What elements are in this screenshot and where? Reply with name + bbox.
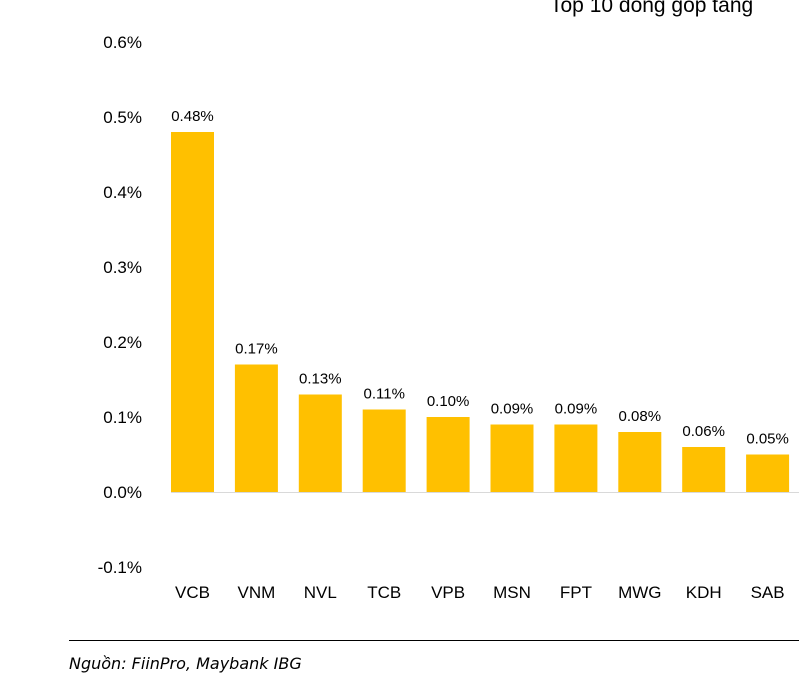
- bar-kdh: [682, 447, 726, 492]
- chart-title: Top 10 đóng góp tăng: [550, 0, 754, 17]
- y-tick-label: 0.1%: [103, 408, 142, 427]
- data-label: 0.17%: [235, 341, 278, 358]
- data-label: 0.48%: [171, 108, 214, 125]
- data-label: 0.05%: [746, 431, 789, 448]
- bar-tcb: [362, 409, 406, 492]
- data-label: 0.09%: [555, 401, 598, 418]
- x-category-label: FPT: [560, 583, 592, 602]
- source-note: Nguồn: FiinPro, Maybank IBG: [69, 654, 302, 673]
- bar-vpb: [426, 417, 470, 492]
- data-label: 0.13%: [299, 371, 342, 388]
- x-category-label: TCB: [367, 583, 401, 602]
- bar-vcb: [171, 132, 214, 492]
- x-category-label: MSN: [493, 583, 531, 602]
- x-category-label: KDH: [686, 583, 722, 602]
- y-tick-label: 0.6%: [103, 33, 142, 52]
- data-label: 0.08%: [619, 408, 662, 425]
- x-category-label: VNM: [238, 583, 276, 602]
- bar-sab: [746, 454, 790, 492]
- y-tick-label: -0.1%: [98, 558, 142, 577]
- data-label: 0.11%: [363, 386, 404, 403]
- bar-msn: [490, 424, 534, 492]
- y-tick-label: 0.2%: [103, 333, 142, 352]
- y-tick-label: 0.3%: [103, 258, 142, 277]
- bar-fpt: [554, 424, 598, 492]
- y-tick-label: 0.4%: [103, 183, 142, 202]
- y-tick-label: 0.0%: [103, 483, 142, 502]
- x-category-label: VPB: [431, 583, 465, 602]
- data-label: 0.09%: [491, 401, 534, 418]
- bar-chart: 0.6% 0.5% 0.4% 0.3% 0.2% 0.1% 0.0% -0.1% 0.48% VC…: [98, 33, 799, 602]
- x-category-label: NVL: [304, 583, 337, 602]
- x-category-label: MWG: [618, 583, 661, 602]
- y-tick-label: 0.5%: [103, 108, 142, 127]
- x-category-label: SAB: [751, 583, 785, 602]
- data-label: 0.06%: [682, 423, 725, 440]
- bar-nvl: [298, 394, 342, 492]
- source-divider: [69, 640, 799, 641]
- x-category-label: VCB: [175, 583, 210, 602]
- data-label: 0.10%: [427, 393, 470, 410]
- bar-vnm: [234, 364, 278, 492]
- bar-mwg: [618, 432, 662, 492]
